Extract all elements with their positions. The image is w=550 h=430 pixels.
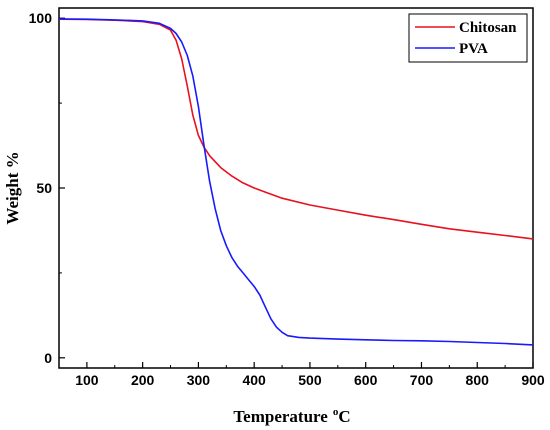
x-axis-title-unit: C (338, 407, 350, 426)
legend-label-chitosan: Chitosan (459, 20, 517, 36)
axis-tick-labels: 100 200 300 400 500 600 700 800 900 0 50 100 (29, 10, 545, 388)
legend: Chitosan PVA (408, 13, 528, 63)
x-tick-label: 400 (242, 372, 266, 388)
series-line-chitosan (58, 18, 534, 240)
series-lines (58, 18, 534, 346)
x-tick-label: 900 (521, 372, 545, 388)
x-axis-title-text: Temperature (233, 407, 328, 426)
x-tick-label: 600 (354, 372, 378, 388)
x-axis-title: Temperature oC (233, 406, 350, 426)
y-tick-label: 50 (36, 180, 52, 196)
x-tick-label: 300 (187, 372, 211, 388)
x-axis-title-superscript: o (333, 406, 339, 418)
axis-ticks (58, 17, 534, 368)
x-tick-label: 200 (131, 372, 155, 388)
x-tick-label: 500 (298, 372, 322, 388)
x-tick-label: 800 (466, 372, 490, 388)
legend-label-pva: PVA (459, 41, 488, 57)
x-tick-label: 100 (75, 372, 99, 388)
y-tick-label: 0 (44, 350, 52, 366)
legend-box (408, 13, 528, 63)
y-tick-label: 100 (29, 10, 53, 26)
x-tick-label: 700 (410, 372, 434, 388)
series-line-pva (58, 18, 534, 346)
y-axis-title: Weight % (3, 151, 22, 224)
